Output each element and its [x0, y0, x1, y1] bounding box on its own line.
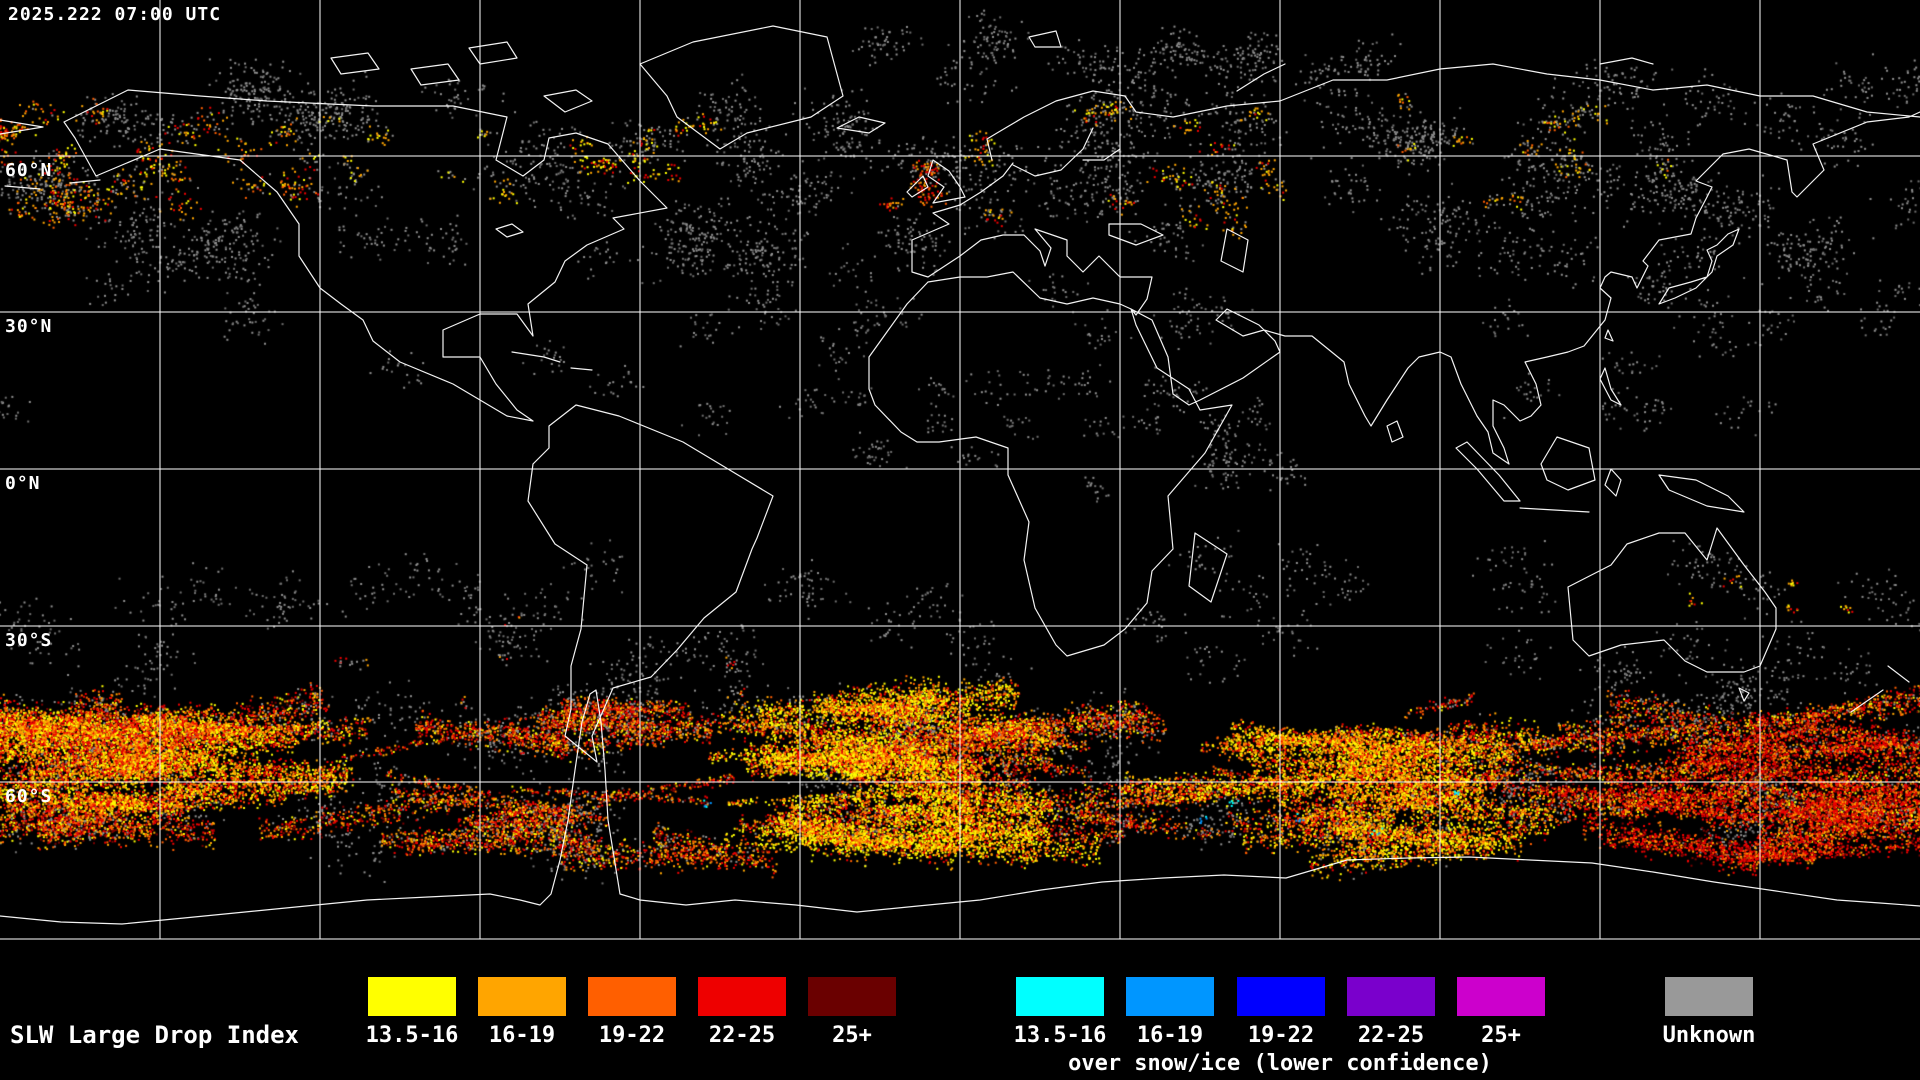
- legend-label-liquid-2: 16-19: [488, 1023, 556, 1048]
- legend-label-snowice-5: 25+: [1481, 1023, 1521, 1048]
- lat-label-30n: 30°N: [5, 316, 53, 337]
- graticule-grid: [0, 0, 1920, 940]
- legend-label-snowice-3: 19-22: [1247, 1023, 1315, 1048]
- legend-swatch-snowice-4: [1347, 977, 1435, 1016]
- legend-swatch-snowice-5: [1457, 977, 1545, 1016]
- legend-label-liquid-5: 25+: [832, 1023, 872, 1048]
- lat-label-60n: 60°N: [5, 160, 53, 181]
- legend-label-snowice-4: 22-25: [1357, 1023, 1425, 1048]
- legend-snowice-caption: over snow/ice (lower confidence): [1068, 1051, 1492, 1076]
- legend-title: SLW Large Drop Index: [10, 1021, 299, 1049]
- lat-label-30s: 30°S: [5, 630, 53, 651]
- map-overlay-svg: [0, 0, 1920, 940]
- legend-swatch-unknown: [1665, 977, 1753, 1016]
- legend-swatch-liquid-4: [698, 977, 786, 1016]
- legend-label-liquid-1: 13.5-16: [365, 1023, 459, 1048]
- legend-swatch-snowice-1: [1016, 977, 1104, 1016]
- legend-label-liquid-4: 22-25: [708, 1023, 776, 1048]
- legend-label-snowice-1: 13.5-16: [1013, 1023, 1107, 1048]
- legend-swatch-liquid-2: [478, 977, 566, 1016]
- timestamp-label: 2025.222 07:00 UTC: [8, 4, 222, 25]
- legend-label-liquid-3: 19-22: [598, 1023, 666, 1048]
- legend-swatch-liquid-1: [368, 977, 456, 1016]
- legend-label-snowice-2: 16-19: [1136, 1023, 1204, 1048]
- legend-swatch-snowice-2: [1126, 977, 1214, 1016]
- legend-swatch-liquid-3: [588, 977, 676, 1016]
- legend-label-unknown: Unknown: [1662, 1023, 1756, 1048]
- lat-label-60s: 60°S: [5, 786, 53, 807]
- coastlines: [0, 25, 1920, 925]
- legend-swatch-snowice-3: [1237, 977, 1325, 1016]
- legend-swatch-liquid-5: [808, 977, 896, 1016]
- lat-label-0n: 0°N: [5, 473, 41, 494]
